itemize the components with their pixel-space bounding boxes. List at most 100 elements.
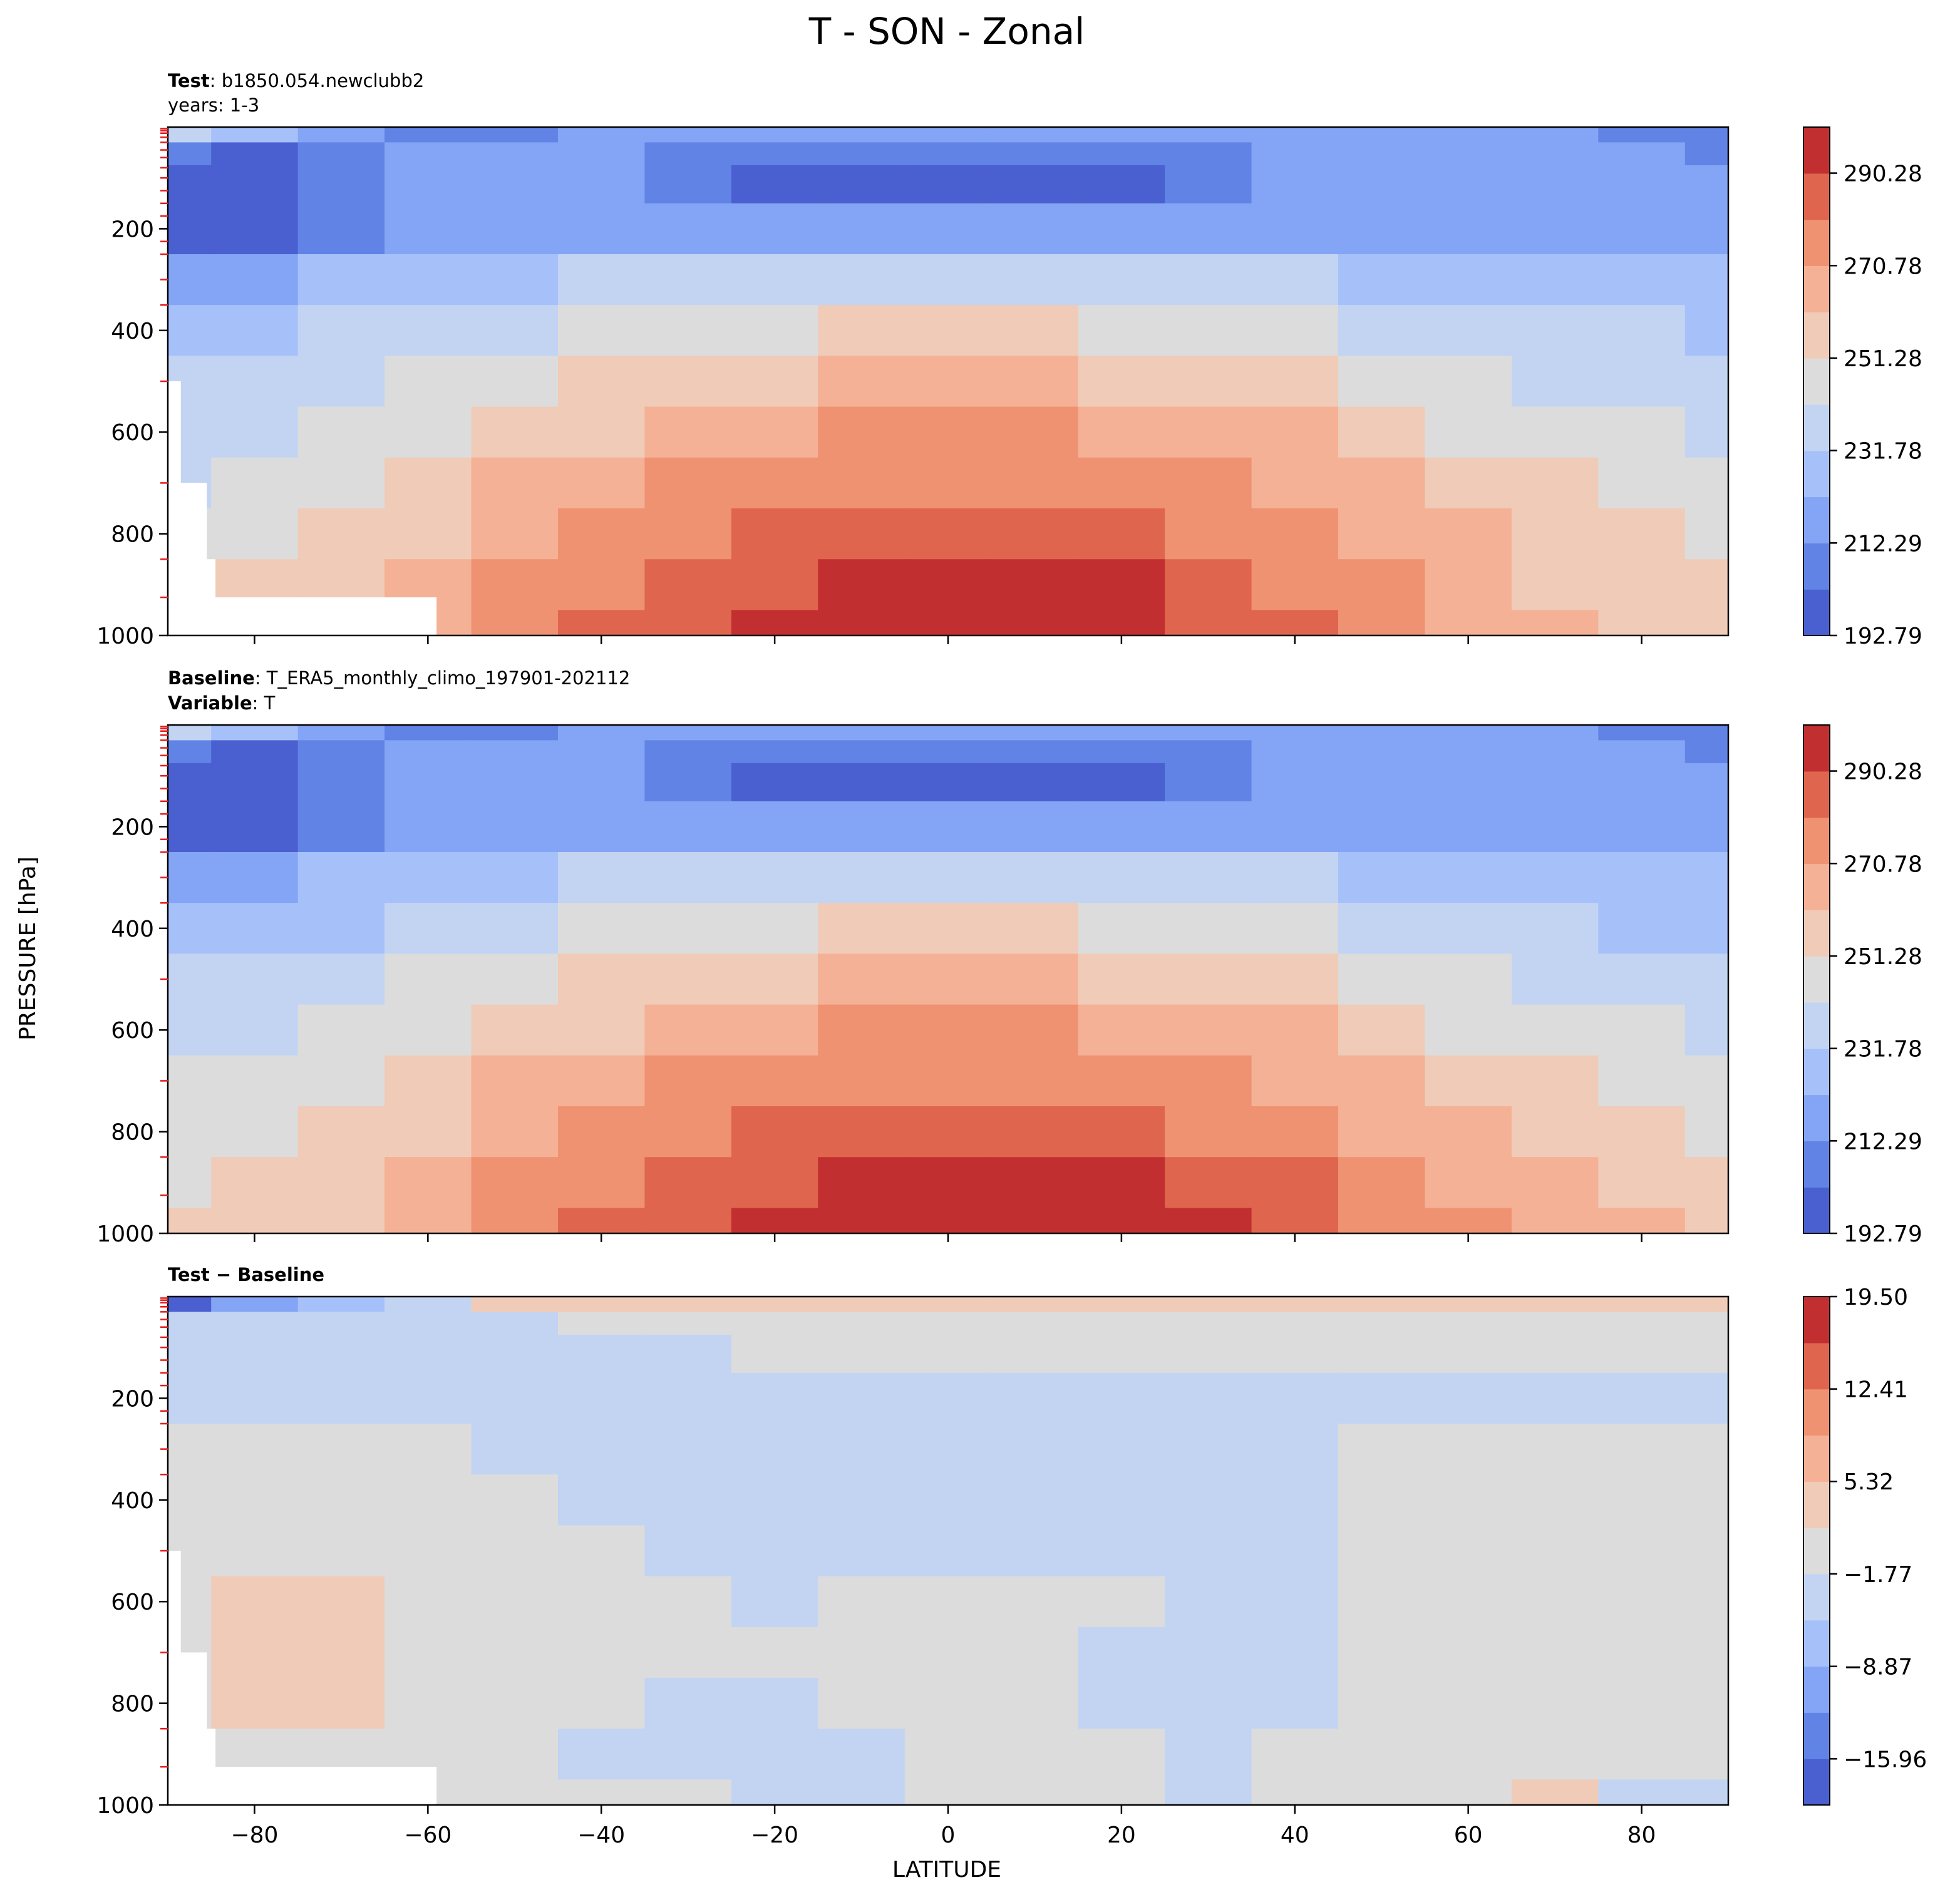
heatmap-cell: [731, 740, 819, 764]
heatmap-cell: [1078, 1004, 1165, 1056]
heatmap-cell: [211, 852, 299, 903]
heatmap-cell: [1165, 852, 1252, 903]
heatmap-cell: [1425, 1424, 1512, 1475]
heatmap-cell: [297, 356, 385, 408]
x-tick-label: 40: [1281, 1822, 1309, 1848]
heatmap-cell: [1598, 610, 1686, 636]
colorbar-segment: [1803, 1002, 1830, 1049]
heatmap-cell: [384, 305, 472, 357]
heatmap-cell: [471, 801, 559, 853]
heatmap-cell: [1251, 254, 1339, 306]
heatmap-cell: [211, 763, 299, 802]
heatmap-cell: [731, 406, 819, 458]
heatmap-cell: [1078, 305, 1165, 357]
heatmap-cell: [1338, 142, 1426, 166]
heatmap-cell: [1425, 852, 1512, 903]
heatmap-cell: [731, 1424, 819, 1475]
heatmap-cell: [558, 763, 646, 802]
heatmap-cell: [991, 142, 1079, 166]
x-tick-label: −60: [404, 1822, 451, 1848]
heatmap-cell: [297, 763, 385, 802]
heatmap-cell: [558, 1157, 646, 1209]
heatmap-cell: [904, 508, 992, 560]
heatmap-cell: [1165, 165, 1252, 204]
heatmap-cell: [297, 406, 385, 458]
heatmap-cell: [1338, 852, 1426, 903]
heatmap-cell: [1511, 1779, 1599, 1806]
heatmap-cell: [1338, 1729, 1426, 1781]
colorbar-segment: [1803, 543, 1830, 590]
heatmap-cell: [1078, 903, 1165, 955]
heatmap-cell: [297, 1334, 385, 1374]
heatmap-cell: [991, 725, 1079, 741]
heatmap-cell: [1684, 305, 1729, 357]
heatmap-cell: [1425, 457, 1512, 509]
heatmap-cell: [1165, 1627, 1252, 1678]
panel-baseline: 200 400 600 800 1000 192.79 212.29 231.78 251.28…: [96, 724, 1922, 1247]
heatmap-cell: [1165, 1424, 1252, 1475]
colorbar-segment: [1803, 589, 1830, 636]
heatmap-cell: [1684, 610, 1729, 636]
contour-field: [168, 1297, 1729, 1806]
y-tick-label: 400: [111, 1488, 154, 1514]
heatmap-cell: [297, 954, 385, 1005]
heatmap-cell: [904, 1208, 992, 1234]
heatmap-cell: [558, 508, 646, 560]
panel-test-title-rest: : b1850.054.newclubb2: [210, 70, 425, 91]
heatmap-cell: [1511, 903, 1599, 955]
heatmap-cell: [168, 740, 212, 764]
heatmap-cell: [818, 954, 905, 1005]
heatmap-cell: [644, 457, 732, 509]
heatmap-cell: [818, 740, 905, 764]
heatmap-cell: [991, 1106, 1079, 1158]
heatmap-cell: [471, 1334, 559, 1374]
x-tick-label: 60: [1454, 1822, 1483, 1848]
panel-test: 200 400 600 800 1000 192.79 212.29 231.78 251.28…: [96, 126, 1922, 649]
heatmap-cell: [168, 127, 212, 143]
heatmap-cell: [731, 1312, 819, 1335]
heatmap-cell: [1598, 1106, 1686, 1158]
heatmap-cell: [471, 165, 559, 204]
heatmap-cell: [904, 1729, 992, 1781]
heatmap-cell: [1511, 1424, 1599, 1475]
colorbar-segment: [1803, 450, 1830, 498]
heatmap-cell: [384, 1106, 472, 1158]
heatmap-cell: [1078, 1779, 1165, 1806]
heatmap-cell: [1684, 1055, 1729, 1107]
heatmap-cell: [1165, 1004, 1252, 1056]
heatmap-cell: [168, 954, 212, 1005]
heatmap-cell: [168, 1004, 212, 1056]
x-tick-label: 0: [941, 1822, 956, 1848]
heatmap-cell: [1511, 127, 1599, 143]
heatmap-cell: [1078, 1208, 1165, 1234]
heatmap-cell: [731, 954, 819, 1005]
heatmap-cell: [1251, 1055, 1339, 1107]
heatmap-cell: [1251, 356, 1339, 408]
heatmap-cell: [384, 1334, 472, 1374]
heatmap-cell: [818, 801, 905, 853]
y-tick-label: 800: [111, 1692, 154, 1717]
heatmap-cell: [1511, 1678, 1599, 1729]
heatmap-cell: [384, 142, 472, 166]
heatmap-cell: [818, 1424, 905, 1475]
heatmap-cell: [1684, 406, 1729, 458]
heatmap-cell: [731, 1576, 819, 1628]
heatmap-cell: [471, 559, 559, 611]
heatmap-cell: [818, 1627, 905, 1678]
heatmap-cell: [904, 1334, 992, 1374]
heatmap-cell: [644, 142, 732, 166]
heatmap-cell: [384, 1208, 472, 1234]
heatmap-cell: [1425, 1312, 1512, 1335]
heatmap-cell: [1511, 1004, 1599, 1056]
heatmap-cell: [211, 142, 299, 166]
heatmap-cell: [384, 903, 472, 955]
heatmap-cell: [991, 903, 1079, 955]
heatmap-cell: [1598, 1004, 1686, 1056]
heatmap-cell: [211, 203, 299, 255]
heatmap-cell: [558, 1678, 646, 1729]
x-tick-label: −80: [230, 1822, 278, 1848]
heatmap-cell: [1684, 1627, 1729, 1678]
heatmap-cell: [471, 142, 559, 166]
heatmap-cell: [1684, 1208, 1729, 1234]
heatmap-cell: [1338, 725, 1426, 741]
